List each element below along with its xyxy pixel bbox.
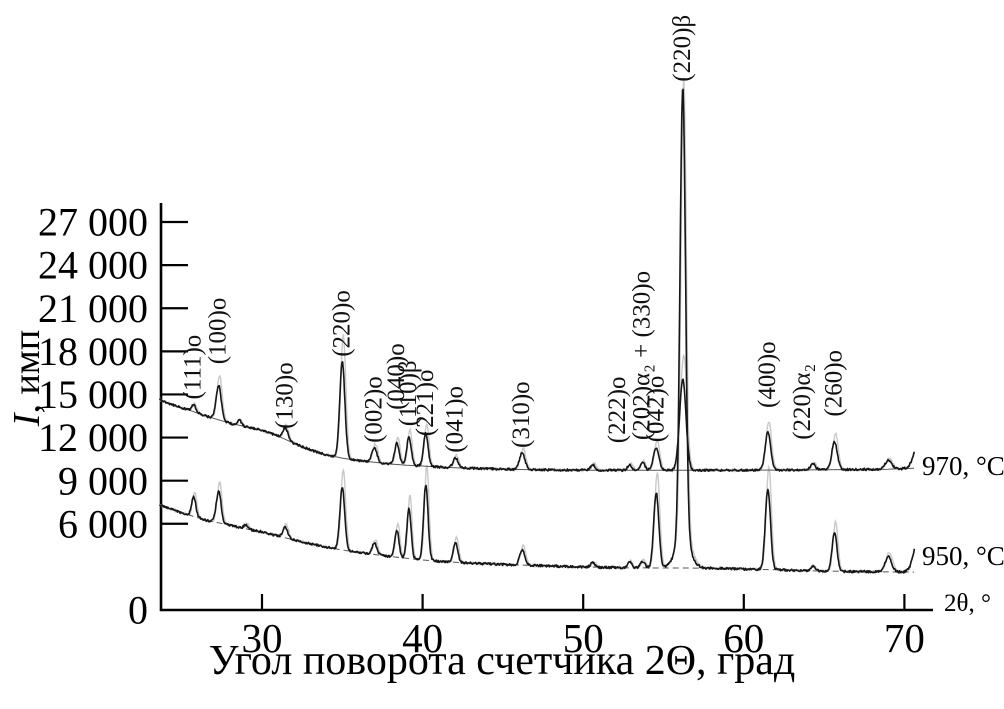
background-line-950 (159, 504, 915, 573)
y-tick-label: 12 000 (38, 415, 148, 460)
y-tick-label: 9 000 (58, 458, 148, 503)
peak-label: (220)o (328, 290, 355, 357)
x-tick-label: 30 (242, 615, 283, 661)
x-tick-label: 40 (402, 615, 443, 661)
peak-label: (040)o (383, 343, 410, 410)
peak-label: (002)o (360, 376, 387, 443)
y-tick-label: 0 (128, 588, 148, 633)
peak-label: (111)o (180, 335, 207, 400)
peak-label: (100)o (205, 298, 232, 365)
y-axis-title: I, имп (5, 312, 51, 444)
peak-label: (310)o (508, 381, 535, 448)
peak-label: (041)o (442, 386, 469, 453)
y-tick-label: 27 000 (38, 200, 148, 245)
peak-label: (220)α₂ (789, 364, 816, 440)
peak-label: (042)o (642, 376, 669, 443)
x-tick-label: 60 (723, 615, 764, 661)
x-tick-label: 50 (563, 615, 604, 661)
y-tick-label: 18 000 (38, 329, 148, 374)
peak-label: (221)o (412, 370, 439, 437)
trace-970C (158, 361, 916, 473)
x-axis-unit-label: 2θ, ° (944, 590, 991, 617)
y-tick-label: 6 000 (58, 501, 148, 546)
ghost-trace-950 (159, 77, 916, 576)
peak-label: (222)o (604, 377, 631, 444)
peak-label: (110)β (395, 360, 422, 426)
peak-label: (220)β (669, 15, 696, 82)
curve-label-970C: 970, °C (922, 451, 1004, 481)
peak-label: (130)o (271, 362, 298, 429)
trace-950C (159, 88, 916, 574)
y-axis-title-units: , имп (6, 329, 48, 414)
peak-label: (400)o (754, 341, 781, 408)
y-tick-label: 15 000 (38, 372, 148, 417)
y-tick-label: 24 000 (38, 243, 148, 288)
x-axis-title: Угол поворота счетчика 2Θ, град (208, 638, 796, 684)
y-axis-title-symbol: I (6, 413, 48, 427)
y-tick-label: 21 000 (38, 286, 148, 331)
peak-label: (260)o (821, 350, 848, 417)
axes-frame (159, 203, 933, 612)
curve-label-950C: 950, °C (922, 541, 1004, 571)
x-tick-label: 70 (884, 615, 925, 661)
peak-label: (202)α₂ + (330)o (629, 271, 656, 440)
